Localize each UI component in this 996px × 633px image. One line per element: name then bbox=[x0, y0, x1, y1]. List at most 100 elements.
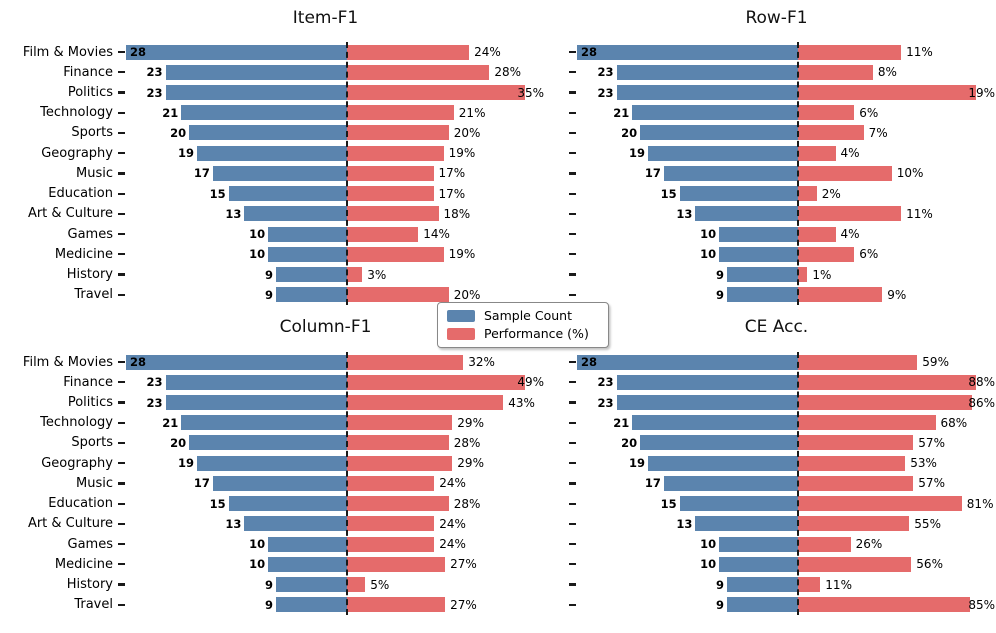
subplot-row-f1: Row-F1 28 11% 23 8% 23 19% 21 6% 20 7% 19 4% 17 10% 15 2… bbox=[545, 0, 996, 307]
sample-count-bar bbox=[189, 435, 347, 451]
performance-bar bbox=[798, 145, 836, 161]
performance-label: 9% bbox=[887, 287, 907, 302]
sample-count-label: 10 bbox=[700, 227, 717, 242]
performance-label: 24% bbox=[439, 516, 466, 531]
performance-bar bbox=[798, 354, 918, 370]
y-tick-mark bbox=[118, 542, 125, 546]
performance-label: 53% bbox=[910, 456, 937, 471]
bar-zone: 21 29% bbox=[126, 413, 545, 433]
bar-zone: 15 2% bbox=[577, 184, 996, 204]
sample-count-bar bbox=[268, 556, 347, 572]
sample-count-label: 9 bbox=[264, 267, 273, 282]
performance-bar bbox=[347, 246, 444, 262]
sample-count-bar bbox=[165, 64, 347, 80]
performance-bar bbox=[347, 287, 449, 303]
category-label: Finance bbox=[63, 374, 113, 390]
sample-count-bar bbox=[189, 125, 347, 141]
category-label: Travel bbox=[74, 287, 113, 303]
bar-row: 13 55% bbox=[545, 514, 996, 534]
performance-label: 32% bbox=[468, 355, 495, 370]
category-label: Technology bbox=[40, 415, 113, 431]
sample-count-label: 13 bbox=[676, 516, 693, 531]
bar-zone: 10 19% bbox=[126, 244, 545, 264]
bar-row: Travel 9 27% bbox=[0, 595, 545, 615]
sample-count-label: 21 bbox=[162, 105, 179, 120]
bar-row: Travel 9 20% bbox=[0, 285, 545, 305]
bar-row: Politics 23 43% bbox=[0, 392, 545, 412]
performance-label: 11% bbox=[906, 206, 933, 221]
sample-count-bar bbox=[616, 395, 798, 411]
category-label: History bbox=[66, 577, 113, 593]
bar-zone: 10 24% bbox=[126, 534, 545, 554]
plot-area-row-f1: 28 11% 23 8% 23 19% 21 6% 20 7% 19 4% 17 10% 15 2% 13 11%… bbox=[545, 42, 996, 305]
sample-count-bar bbox=[695, 516, 798, 532]
sample-count-label: 28 bbox=[581, 45, 598, 60]
category-label: Music bbox=[76, 475, 113, 491]
y-tick-mark bbox=[118, 91, 125, 94]
y-tick-mark bbox=[118, 563, 125, 566]
performance-label: 6% bbox=[859, 105, 879, 120]
performance-label: 88% bbox=[968, 375, 995, 390]
performance-label: 19% bbox=[448, 247, 476, 262]
sample-count-bar bbox=[577, 354, 798, 370]
sample-count-label: 15 bbox=[209, 496, 226, 511]
y-tick-mark bbox=[118, 603, 125, 606]
performance-bar bbox=[798, 85, 976, 101]
performance-label: 1% bbox=[812, 267, 832, 282]
performance-label: 2% bbox=[821, 186, 841, 201]
sample-count-label: 23 bbox=[146, 85, 163, 100]
sample-count-bar bbox=[727, 287, 798, 303]
performance-bar bbox=[798, 186, 817, 202]
bar-zone: 13 11% bbox=[577, 204, 996, 224]
y-tick-mark bbox=[118, 71, 125, 74]
plot-area-item-f1: Film & Movies 28 24% Finance 23 28% Politics 23… bbox=[0, 42, 545, 305]
bar-zone: 10 56% bbox=[577, 554, 996, 574]
sample-count-bar bbox=[695, 206, 798, 222]
sample-count-bar bbox=[181, 105, 348, 121]
sample-count-label: 10 bbox=[249, 537, 266, 552]
legend-swatch-sample-count-icon bbox=[447, 309, 475, 322]
bar-row: 10 6% bbox=[545, 244, 996, 264]
performance-bar bbox=[347, 125, 449, 141]
performance-bar bbox=[798, 226, 836, 242]
legend-swatch-performance-icon bbox=[447, 327, 475, 340]
performance-bar bbox=[798, 64, 873, 80]
performance-bar bbox=[798, 455, 906, 471]
sample-count-label: 19 bbox=[629, 456, 646, 471]
y-tick-mark bbox=[569, 71, 576, 74]
bar-zone: 21 6% bbox=[577, 103, 996, 123]
bar-row: 9 85% bbox=[545, 595, 996, 615]
sample-count-bar bbox=[268, 246, 347, 262]
bar-zone: 23 88% bbox=[577, 372, 996, 392]
sample-count-bar bbox=[165, 374, 347, 390]
bar-row: Medicine 10 19% bbox=[0, 244, 545, 264]
performance-bar bbox=[798, 435, 914, 451]
sample-count-bar bbox=[727, 267, 798, 282]
performance-bar bbox=[347, 165, 434, 181]
bar-zone: 10 4% bbox=[577, 224, 996, 244]
bar-zone: 9 20% bbox=[126, 285, 545, 305]
performance-bar bbox=[347, 435, 449, 451]
sample-count-label: 19 bbox=[629, 146, 646, 161]
y-tick-mark bbox=[118, 51, 125, 54]
y-tick-mark bbox=[569, 192, 576, 195]
legend-label-performance: Performance (%) bbox=[484, 326, 589, 341]
bar-row: 21 68% bbox=[545, 413, 996, 433]
sample-count-bar bbox=[212, 165, 347, 181]
performance-bar bbox=[347, 496, 449, 512]
performance-label: 24% bbox=[474, 45, 501, 60]
sample-count-label: 17 bbox=[644, 166, 661, 181]
y-tick-mark bbox=[118, 583, 125, 586]
bar-zone: 17 24% bbox=[126, 473, 545, 493]
bar-row: 17 57% bbox=[545, 473, 996, 493]
bar-zone: 9 27% bbox=[126, 595, 545, 615]
y-tick-mark bbox=[569, 401, 576, 404]
performance-bar bbox=[347, 145, 444, 161]
bar-zone: 13 55% bbox=[577, 514, 996, 534]
performance-bar bbox=[798, 516, 910, 532]
performance-label: 17% bbox=[438, 166, 466, 181]
sample-count-bar bbox=[197, 455, 347, 471]
bar-row: 23 8% bbox=[545, 62, 996, 82]
performance-label: 6% bbox=[859, 247, 879, 262]
sample-count-bar bbox=[663, 165, 798, 181]
